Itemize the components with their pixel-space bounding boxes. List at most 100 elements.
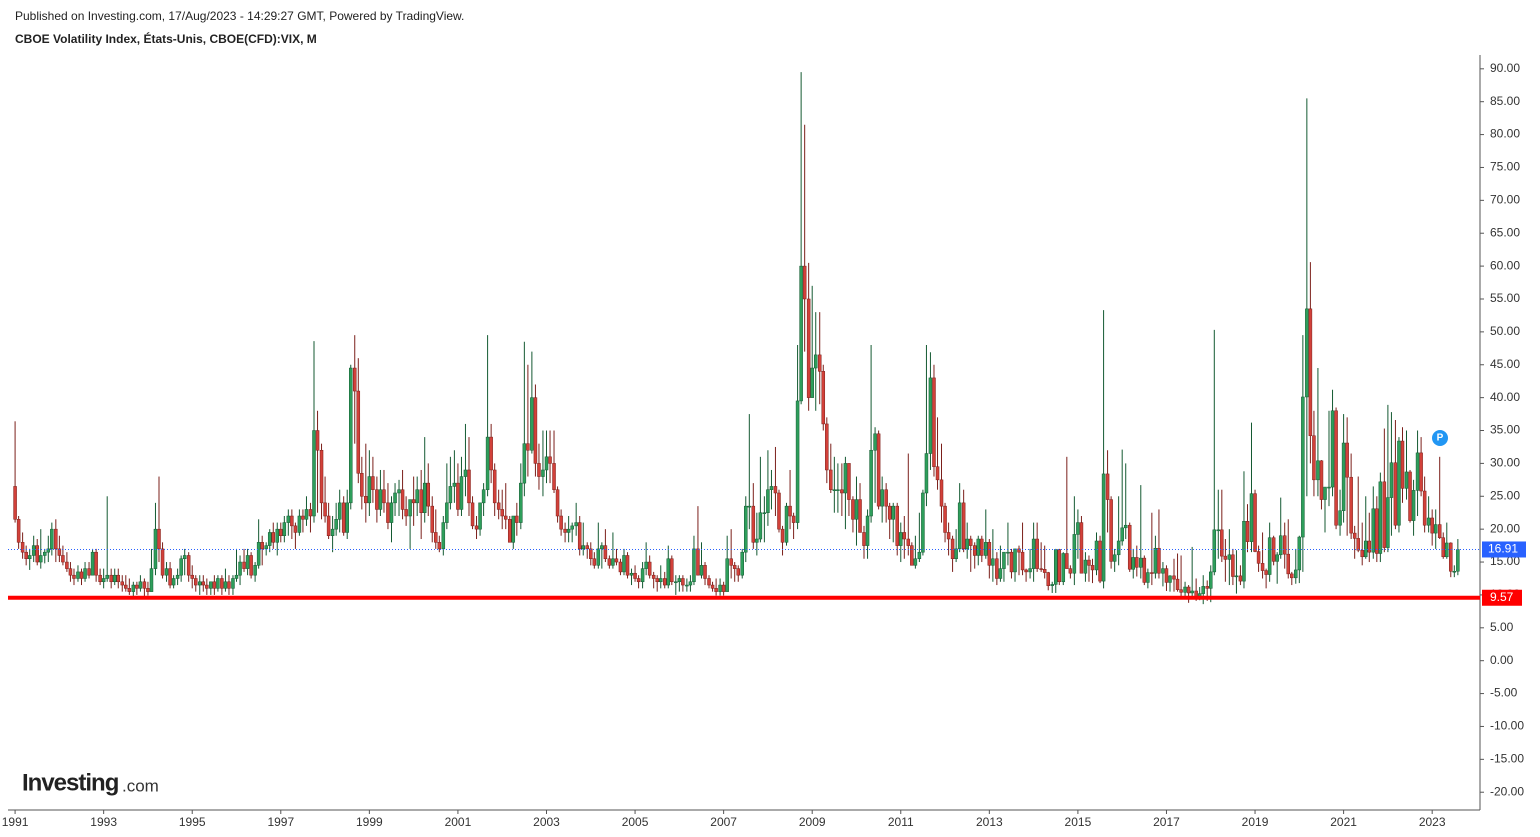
candle-body <box>231 578 235 589</box>
candle-body <box>581 545 585 550</box>
symbol-title: CBOE Volatility Index, États-Unis, CBOE(… <box>15 31 317 46</box>
candle-body <box>467 469 471 504</box>
candle-body <box>220 578 224 589</box>
candle-body <box>710 584 715 589</box>
candle-body <box>681 578 685 586</box>
y-tick-label: -5.00 <box>1490 686 1518 700</box>
candle-body <box>662 578 667 586</box>
x-tick-label: 2023 <box>1419 815 1446 829</box>
candle-body <box>39 555 43 563</box>
candle-body <box>795 400 800 523</box>
candle-body <box>1378 481 1383 554</box>
candle-body <box>537 463 541 477</box>
candle-body <box>400 489 405 510</box>
y-tick-label: 50.00 <box>1490 324 1520 338</box>
candle-body <box>434 532 438 543</box>
candle-body <box>1028 568 1032 573</box>
candle-body <box>544 456 549 471</box>
candle-body <box>481 489 486 504</box>
candle-body <box>337 502 342 520</box>
y-tick-label: 35.00 <box>1490 423 1520 437</box>
logo-brand: Investing <box>22 769 119 796</box>
candle-body <box>290 515 294 527</box>
candle-body <box>1201 586 1205 594</box>
candle-body <box>869 449 873 517</box>
candle-body <box>603 545 608 560</box>
candle-body <box>677 578 682 583</box>
candle-body <box>271 532 276 543</box>
candle-body <box>1135 557 1139 568</box>
candle-body <box>732 565 737 569</box>
candle-body <box>1153 547 1158 574</box>
candle-body <box>142 581 147 589</box>
candle-body <box>1013 548 1017 573</box>
y-tick-label: 45.00 <box>1490 357 1520 371</box>
candle-body <box>116 574 121 583</box>
candle-body <box>721 584 726 592</box>
candle-body <box>574 522 578 527</box>
candle-body <box>1264 570 1268 575</box>
candle-body <box>559 515 563 530</box>
y-tick-label: -20.00 <box>1490 784 1524 798</box>
candle-body <box>138 581 143 589</box>
x-tick-label: 1991 <box>2 815 29 829</box>
candle-body <box>253 565 257 576</box>
candle-body <box>1002 551 1006 569</box>
candle-body <box>696 548 700 576</box>
candle-body <box>910 545 914 566</box>
candle-body <box>1024 569 1028 573</box>
candle-body <box>777 492 781 530</box>
candle-body <box>50 528 54 550</box>
y-tick-label: 5.00 <box>1490 620 1514 634</box>
candle-body <box>913 558 918 566</box>
candle-body <box>364 496 368 504</box>
candle-body <box>1216 529 1221 532</box>
candle-body <box>843 463 848 494</box>
candle-body <box>485 436 490 490</box>
candle-body <box>1352 532 1357 539</box>
candle-body <box>492 469 497 504</box>
candle-body <box>87 568 91 576</box>
candle-body <box>1356 538 1360 551</box>
candle-body <box>112 574 117 583</box>
candle-body <box>293 525 298 533</box>
candle-body <box>1371 508 1376 553</box>
x-tick-label: 2017 <box>1153 815 1180 829</box>
candle-body <box>511 515 516 543</box>
candle-body <box>611 558 615 566</box>
candle-body <box>216 578 220 589</box>
candle-body <box>1256 551 1261 564</box>
badge[interactable] <box>1432 430 1448 446</box>
candle-body <box>212 581 217 589</box>
candle-body <box>791 515 796 523</box>
candle-body <box>987 542 992 566</box>
candle-body <box>1164 568 1169 583</box>
candle-body <box>1205 586 1209 589</box>
candle-body <box>725 558 729 592</box>
candle-body <box>965 538 969 550</box>
candle-body <box>186 555 191 576</box>
candle-body <box>655 578 659 583</box>
candle-body <box>1094 540 1099 571</box>
candle-body <box>1234 575 1239 578</box>
candle-body <box>880 489 884 507</box>
candle-body <box>902 532 907 540</box>
x-tick-label: 2011 <box>888 815 914 829</box>
candle-body <box>1006 551 1010 554</box>
y-tick-label: -15.00 <box>1490 752 1524 766</box>
price-label-box <box>1482 541 1526 558</box>
candle-body <box>629 572 634 576</box>
candle-body <box>932 377 936 467</box>
candle-body <box>810 367 814 398</box>
candle-body <box>264 545 268 550</box>
y-tick-label: 60.00 <box>1490 258 1520 272</box>
candle-body <box>847 463 851 500</box>
candle-body <box>813 354 818 369</box>
candle-body <box>917 551 922 560</box>
candle-body <box>1319 460 1324 500</box>
candle-body <box>419 489 423 513</box>
candle-body <box>1112 554 1117 562</box>
level-label: 9.57 <box>1490 590 1514 604</box>
candle-body <box>227 581 231 589</box>
